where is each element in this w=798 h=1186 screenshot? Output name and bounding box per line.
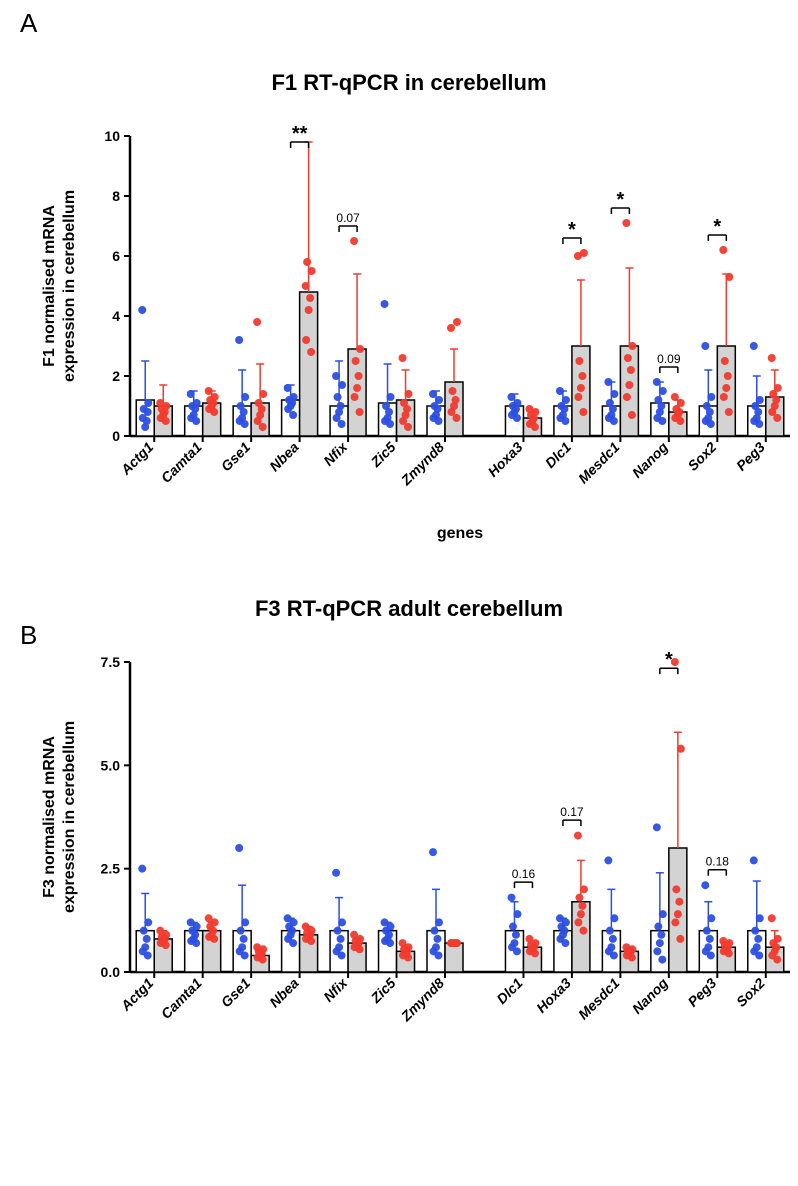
svg-text:2: 2: [112, 368, 120, 384]
svg-text:*: *: [665, 649, 673, 671]
svg-text:2.5: 2.5: [101, 861, 121, 877]
svg-text:10: 10: [104, 128, 120, 144]
svg-text:Peg3: Peg3: [684, 975, 719, 1010]
svg-text:expression in cerebellum: expression in cerebellum: [61, 721, 78, 913]
panel-a: F1 RT-qPCR in cerebellum 0 2 4 6 8 10 F1 norma…: [40, 30, 778, 546]
svg-text:Hoxa3: Hoxa3: [485, 439, 526, 480]
svg-text:expression in cerebellum: expression in cerebellum: [61, 190, 78, 382]
svg-text:4: 4: [112, 308, 120, 324]
panel-b-chart: 0.0 2.5 5.0 7.5 F3 normalised mRNAexpression…: [40, 632, 798, 1072]
svg-text:Zmynd8: Zmynd8: [397, 439, 447, 489]
svg-text:Nbea: Nbea: [266, 975, 302, 1011]
svg-text:*: *: [616, 189, 624, 211]
svg-text:Gse1: Gse1: [218, 975, 254, 1011]
panel-b-label: B: [20, 620, 37, 651]
svg-text:genes: genes: [437, 525, 483, 542]
svg-text:Mesdc1: Mesdc1: [575, 439, 623, 487]
panel-a-label: A: [20, 8, 37, 39]
svg-text:Nfix: Nfix: [320, 438, 351, 469]
svg-text:*: *: [713, 216, 721, 238]
svg-text:Nanog: Nanog: [629, 438, 671, 480]
svg-text:Mesdc1: Mesdc1: [575, 975, 623, 1023]
page: A F1 RT-qPCR in cerebellum 0 2 4 6 8 10 F1 nor…: [0, 0, 798, 1186]
svg-text:0.09: 0.09: [657, 352, 681, 366]
svg-text:0: 0: [112, 428, 120, 444]
svg-text:0.18: 0.18: [706, 855, 730, 869]
svg-text:0.0: 0.0: [101, 964, 121, 980]
svg-text:Nfix: Nfix: [320, 974, 351, 1005]
svg-text:Sox2: Sox2: [733, 975, 768, 1010]
svg-text:Gse1: Gse1: [218, 439, 254, 475]
panel-a-chart: 0 2 4 6 8 10 F1 normalised mRNAexpression in c…: [40, 106, 798, 546]
panel-b: F3 RT-qPCR adult cerebellum 0.0 2.5 5.0 7.5…: [40, 566, 778, 1072]
svg-text:Camta1: Camta1: [158, 975, 205, 1022]
svg-text:7.5: 7.5: [101, 654, 121, 670]
svg-text:Dlc1: Dlc1: [493, 975, 525, 1007]
svg-text:0.16: 0.16: [512, 867, 536, 881]
svg-text:Actg1: Actg1: [117, 439, 157, 479]
svg-text:5.0: 5.0: [101, 757, 121, 773]
svg-text:Nanog: Nanog: [629, 974, 671, 1016]
panel-a-title: F1 RT-qPCR in cerebellum: [40, 70, 778, 96]
svg-text:Sox2: Sox2: [684, 439, 719, 474]
svg-text:0.07: 0.07: [336, 211, 360, 225]
svg-text:8: 8: [112, 188, 120, 204]
svg-text:Hoxa3: Hoxa3: [533, 975, 574, 1016]
svg-text:Actg1: Actg1: [117, 975, 157, 1015]
svg-text:Peg3: Peg3: [733, 439, 768, 474]
svg-text:F3 normalised mRNA: F3 normalised mRNA: [41, 736, 58, 898]
svg-text:Camta1: Camta1: [158, 439, 205, 486]
svg-text:Zmynd8: Zmynd8: [397, 975, 447, 1025]
svg-text:Dlc1: Dlc1: [542, 439, 574, 471]
svg-text:Nbea: Nbea: [266, 439, 302, 475]
svg-text:0.17: 0.17: [560, 805, 584, 819]
svg-text:*: *: [568, 219, 576, 241]
svg-text:Zic5: Zic5: [367, 975, 399, 1007]
svg-text:Zic5: Zic5: [367, 439, 399, 471]
svg-text:6: 6: [112, 248, 120, 264]
svg-text:F1 normalised mRNA: F1 normalised mRNA: [41, 205, 58, 367]
svg-text:**: **: [292, 123, 308, 145]
panel-b-title: F3 RT-qPCR adult cerebellum: [40, 596, 778, 622]
